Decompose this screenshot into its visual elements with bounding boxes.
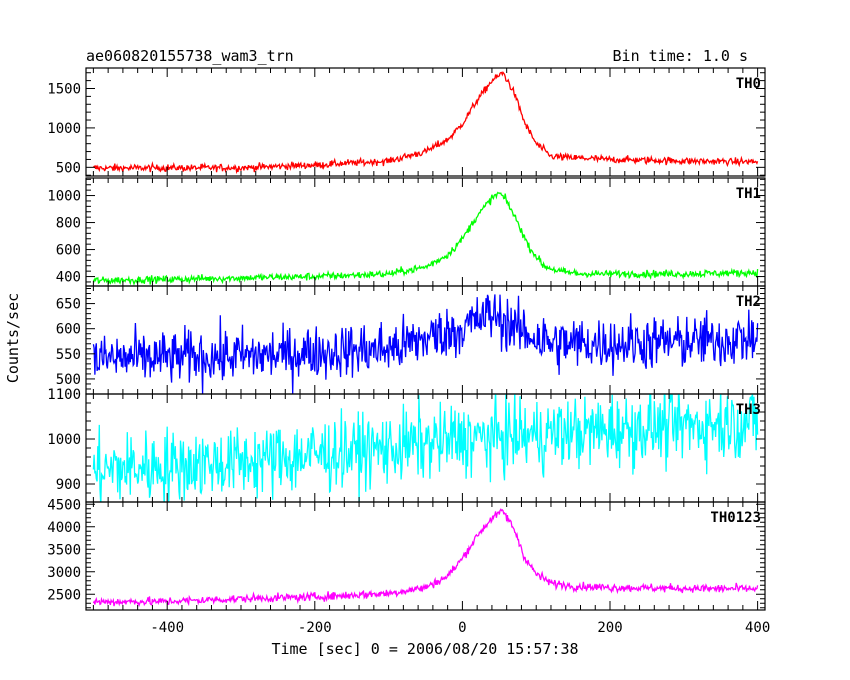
y-tick-label: 600 (56, 243, 81, 259)
panels-group: 500 1000 1500 TH0 400 600 800 1000 TH1 500 550 600 6… (47, 67, 770, 636)
chart-title: ae060820155738_wam3_trn (86, 47, 294, 65)
panel-th3: 900 1000 1100 TH3 (47, 387, 766, 503)
y-tick-label: 1000 (47, 121, 81, 137)
panel-frame (85, 177, 766, 287)
x-tick-label: 0 (458, 620, 466, 636)
panel-frame (85, 67, 766, 177)
y-tick-label: 2500 (47, 587, 81, 603)
y-tick-label: 550 (56, 347, 81, 363)
panel-label-th1: TH1 (736, 186, 761, 202)
y-tick-label: 3500 (47, 542, 81, 558)
panel-th0123: 2500 3000 3500 4000 4500 TH0123 (47, 497, 766, 611)
panel-label-th0123: TH0123 (710, 510, 761, 526)
series-line-th2 (92, 294, 759, 394)
y-tick-label: 900 (56, 477, 81, 493)
y-tick-label: 500 (56, 160, 81, 176)
panel-frame (85, 501, 766, 611)
y-tick-label: 1000 (47, 432, 81, 448)
x-axis-label: Time [sec] 0 = 2006/08/20 15:57:38 (271, 640, 578, 658)
y-tick-label: 4000 (47, 520, 81, 536)
x-tick-label: -200 (298, 620, 332, 636)
panel-th0: 500 1000 1500 TH0 (47, 67, 766, 177)
y-tick-label: 3000 (47, 565, 81, 581)
y-tick-label: 400 (56, 270, 81, 286)
y-tick-label: 800 (56, 216, 81, 232)
panel-label-th3: TH3 (736, 402, 761, 418)
series-line-th0 (92, 71, 759, 175)
panel-label-th0: TH0 (736, 76, 761, 92)
series-line-th1 (92, 191, 759, 286)
y-tick-label: 1500 (47, 81, 81, 97)
y-tick-label: 600 (56, 322, 81, 338)
y-tick-label: 1000 (47, 189, 81, 205)
y-tick-label: 500 (56, 372, 81, 388)
x-tick-label: 200 (597, 620, 622, 636)
y-axis-label: Counts/sec (4, 293, 22, 383)
y-tick-label: 4500 (47, 497, 81, 513)
x-tick-label: 400 (745, 620, 770, 636)
series-line-th3 (92, 394, 759, 502)
bin-time-label: Bin time: 1.0 s (613, 47, 748, 65)
series-line-th0123 (92, 508, 759, 608)
panel-label-th2: TH2 (736, 294, 761, 310)
y-tick-label: 1100 (47, 387, 81, 403)
panel-th1: 400 600 800 1000 TH1 (47, 177, 766, 287)
panel-th2: 500 550 600 650 TH2 (56, 285, 766, 395)
x-tick-label: -400 (150, 620, 184, 636)
y-tick-label: 650 (56, 297, 81, 313)
